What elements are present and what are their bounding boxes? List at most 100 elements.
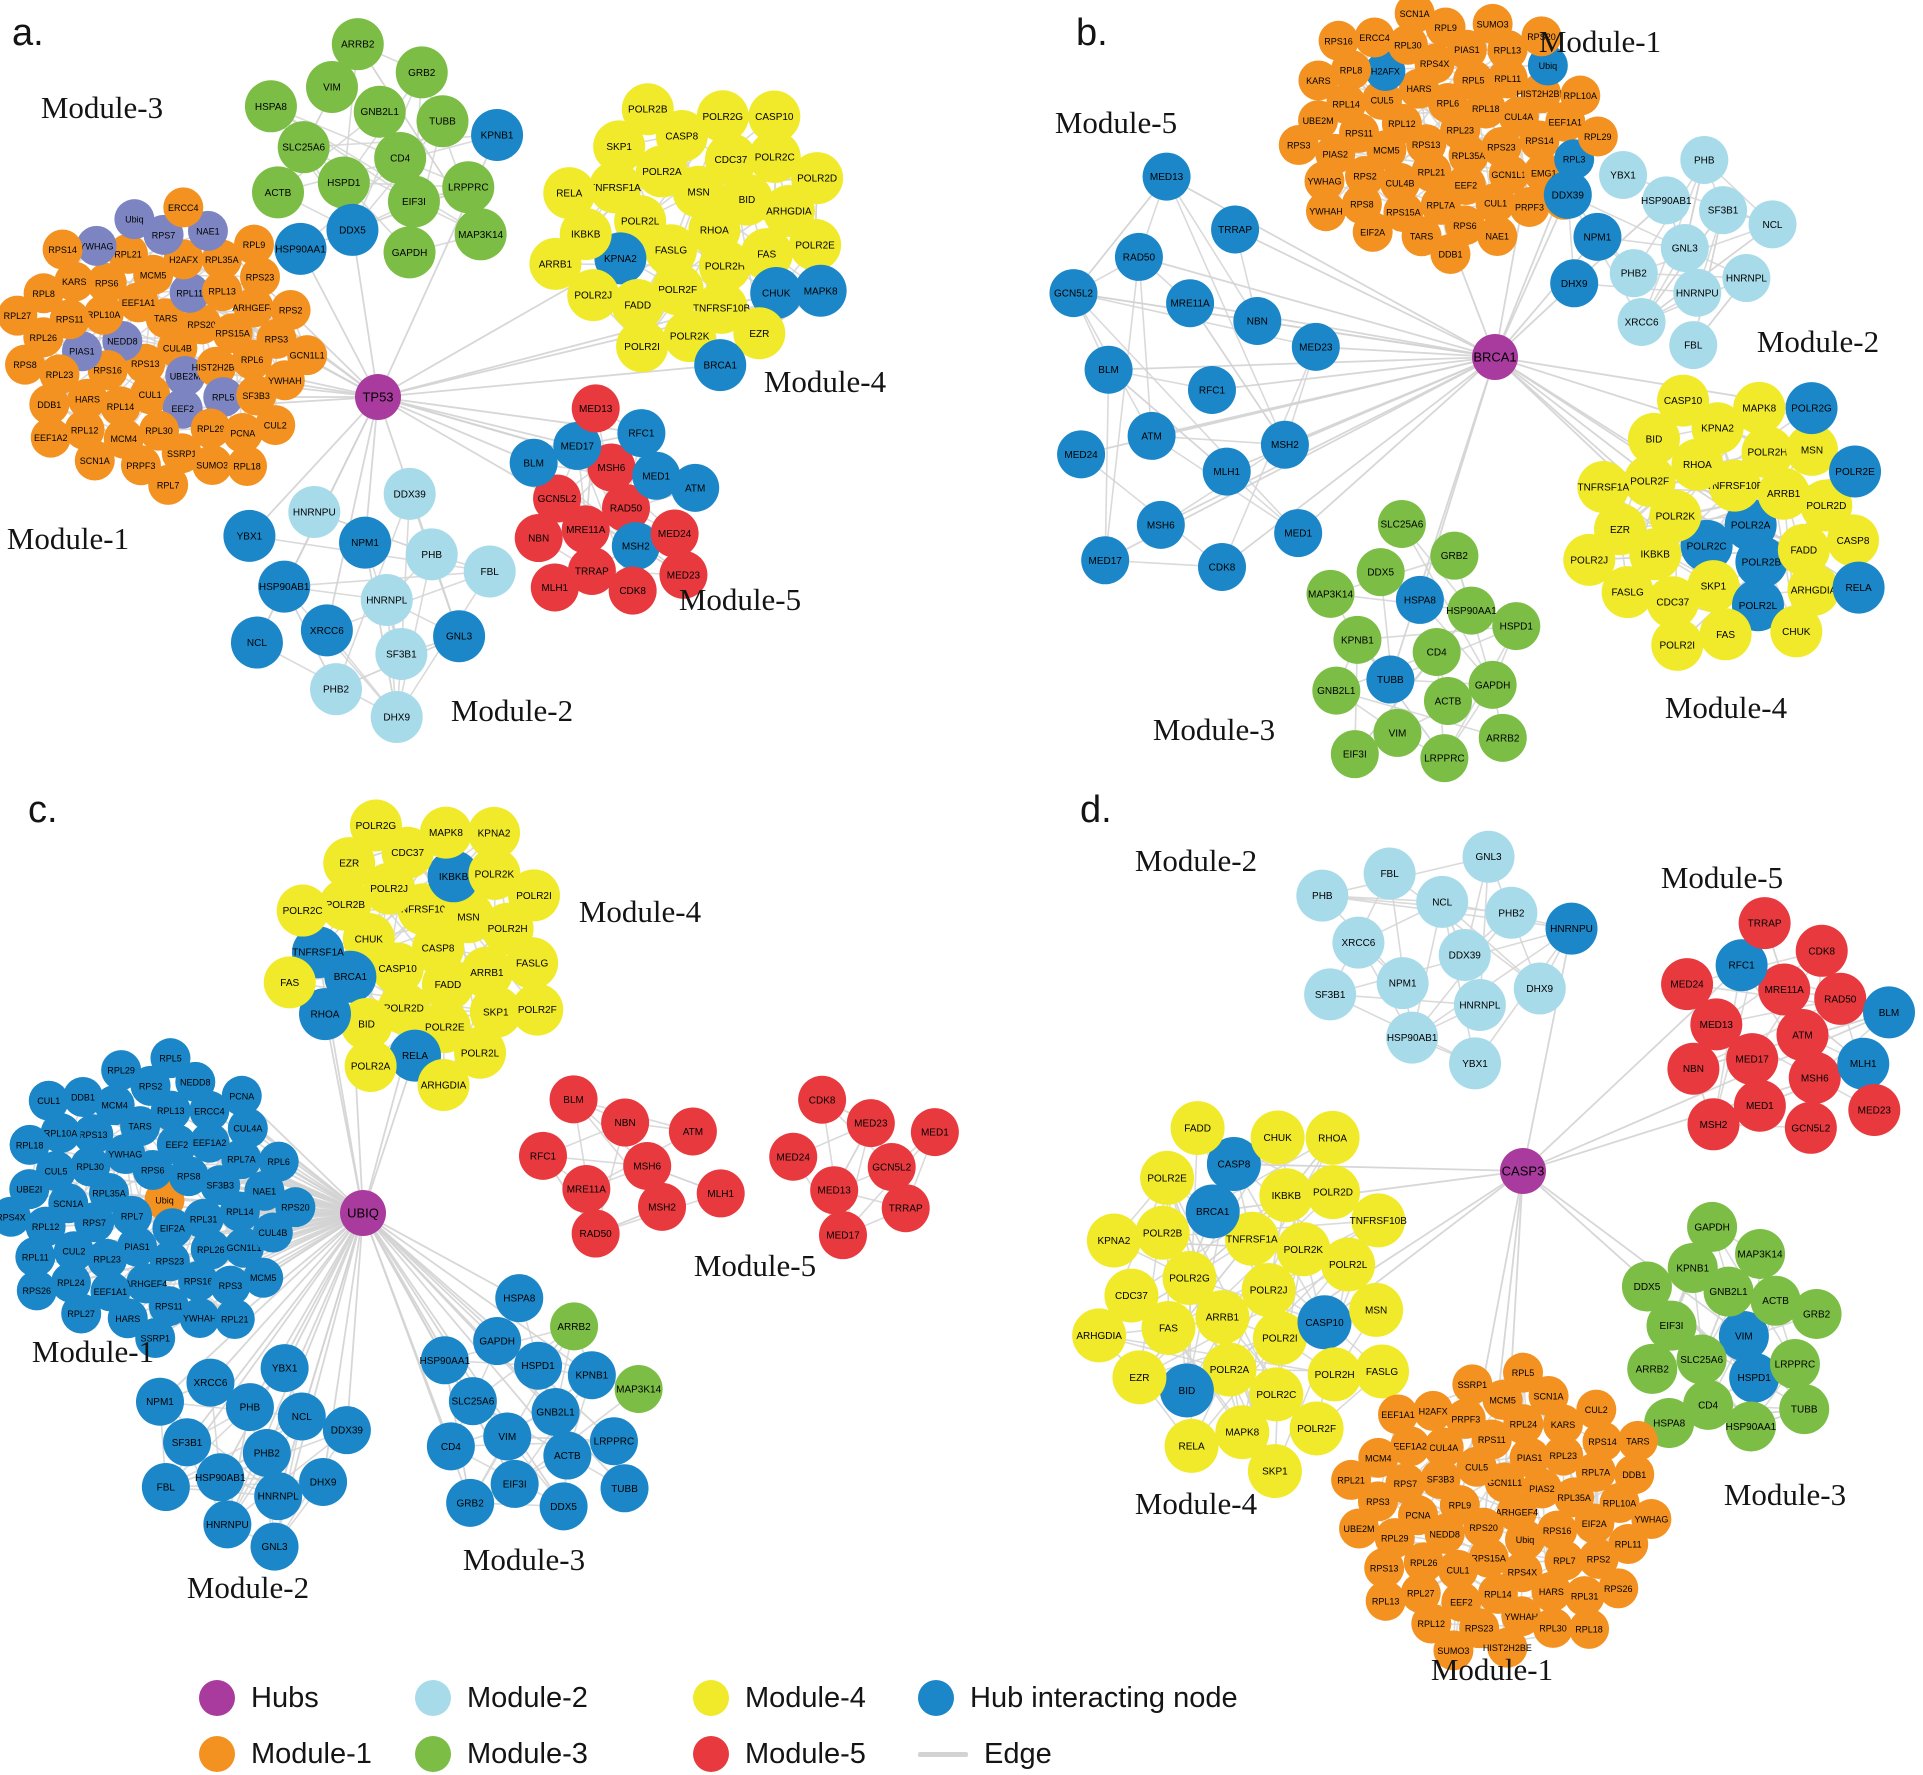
node-MSH6: MSH6 bbox=[1788, 1051, 1841, 1104]
node-label: MSN bbox=[457, 913, 479, 924]
node-GCN5L2: GCN5L2 bbox=[1049, 269, 1098, 318]
node-NBN: NBN bbox=[1667, 1042, 1720, 1095]
node-label: RFC1 bbox=[628, 429, 655, 440]
node-TNFRSF1A: TNFRSF1A bbox=[1577, 460, 1629, 513]
node-label: HNRNPL bbox=[1726, 274, 1768, 285]
node-circle bbox=[1142, 152, 1191, 201]
node-label: HIST2H2BE bbox=[192, 362, 241, 372]
node-circle bbox=[1453, 978, 1506, 1031]
node-label: HSP90AB1 bbox=[1641, 196, 1692, 207]
node-circle bbox=[421, 958, 474, 1011]
node-label: MCM5 bbox=[250, 1273, 277, 1283]
node-circle bbox=[1485, 886, 1538, 939]
node-SLC25A6: SLC25A6 bbox=[277, 121, 330, 174]
node-label: RPL30 bbox=[1539, 1623, 1567, 1633]
node-label: TUBB bbox=[611, 1484, 638, 1495]
node-HSPA8: HSPA8 bbox=[244, 80, 297, 133]
node-KPNA2: KPNA2 bbox=[1691, 402, 1744, 455]
node-circle bbox=[221, 1139, 262, 1180]
node-circle bbox=[1291, 322, 1340, 371]
node-RPL18: RPL18 bbox=[1569, 1608, 1610, 1649]
node-circle bbox=[1627, 412, 1680, 465]
node-label: ERCC4 bbox=[1359, 33, 1390, 43]
node-label: RFC1 bbox=[530, 1151, 557, 1162]
node-label: IKBKB bbox=[1641, 550, 1671, 561]
node-POLR2E: POLR2E bbox=[1140, 1150, 1195, 1205]
node-label: RELA bbox=[1846, 583, 1872, 594]
node-circle bbox=[300, 604, 353, 657]
node-label: BID bbox=[1646, 434, 1663, 445]
node-PHB2: PHB2 bbox=[1485, 886, 1538, 939]
node-circle bbox=[1352, 211, 1393, 252]
node-circle bbox=[114, 199, 155, 240]
node-LRPPRC: LRPPRC bbox=[589, 1417, 638, 1466]
node-circle bbox=[463, 545, 516, 598]
node-label: SF3B3 bbox=[242, 391, 270, 401]
node-circle bbox=[623, 1142, 672, 1190]
node-circle bbox=[1365, 1580, 1406, 1621]
node-label: ACTB bbox=[265, 188, 292, 199]
node-circle bbox=[326, 203, 379, 256]
node-H2AFX: H2AFX bbox=[1365, 50, 1406, 91]
node-label: PRPF3 bbox=[1451, 1414, 1480, 1424]
node-NPM1: NPM1 bbox=[339, 516, 392, 569]
node-circle bbox=[74, 440, 115, 481]
node-label: RPL35A bbox=[1452, 151, 1486, 161]
node-label: ARRB1 bbox=[1767, 489, 1801, 500]
node-circle bbox=[1505, 1519, 1546, 1560]
node-label: TUBB bbox=[429, 117, 456, 128]
node-label: TRRAP bbox=[575, 566, 609, 577]
node-label: PIAS1 bbox=[124, 1242, 150, 1252]
node-POLR2H: POLR2H bbox=[698, 239, 751, 292]
node-circle bbox=[533, 474, 582, 523]
node-label: BRCA1 bbox=[704, 361, 738, 372]
node-label: YWHAG bbox=[1307, 177, 1341, 187]
node-UBE2M: UBE2M bbox=[165, 355, 206, 396]
node-label: HNRNPL bbox=[366, 596, 408, 607]
node-MLH1: MLH1 bbox=[1837, 1037, 1890, 1090]
node-circle bbox=[1365, 50, 1406, 91]
node-MRE11A: MRE11A bbox=[562, 1164, 611, 1213]
node-circle bbox=[867, 1143, 916, 1191]
node-label: GRB2 bbox=[1803, 1309, 1831, 1320]
edge bbox=[1401, 523, 1494, 686]
module-label: Module-4 bbox=[764, 364, 887, 399]
node-label: BLM bbox=[563, 1095, 584, 1106]
node-circle bbox=[1448, 135, 1489, 176]
node-GNB2L1: GNB2L1 bbox=[1703, 1266, 1754, 1317]
node-circle bbox=[25, 1206, 66, 1247]
node-label: RHOA bbox=[1318, 1133, 1347, 1144]
edge bbox=[1379, 572, 1399, 734]
node-DHX9: DHX9 bbox=[1513, 962, 1566, 1015]
node-label: MAP3K14 bbox=[616, 1384, 661, 1395]
node-label: DDX39 bbox=[1552, 190, 1585, 201]
node-RPL8: RPL8 bbox=[23, 273, 64, 314]
node-circle bbox=[1430, 531, 1479, 580]
node-label: CASP8 bbox=[665, 132, 698, 143]
node-CD4: CD4 bbox=[374, 132, 427, 184]
hub-edge bbox=[1494, 194, 1569, 358]
node-circle bbox=[317, 156, 370, 209]
node-circle bbox=[1715, 939, 1768, 992]
node-circle bbox=[1331, 1459, 1372, 1500]
node-circle bbox=[638, 1182, 687, 1231]
node-label: DHX9 bbox=[1561, 279, 1588, 290]
node-circle bbox=[230, 616, 283, 669]
node-BLM: BLM bbox=[509, 438, 558, 487]
node-circle bbox=[0, 1196, 31, 1237]
node-YWHAG: YWHAG bbox=[76, 225, 117, 266]
node-circle bbox=[1274, 509, 1323, 558]
hub-edge bbox=[1315, 345, 1496, 358]
node-label: PRPF3 bbox=[1515, 202, 1544, 212]
node-RPL7A: RPL7A bbox=[221, 1139, 262, 1180]
node-FBL: FBL bbox=[1363, 847, 1416, 900]
node-label: ATM bbox=[685, 483, 705, 494]
node-label: HNRNPL bbox=[1459, 1000, 1501, 1011]
node-label: LRPPRC bbox=[1775, 1359, 1816, 1370]
node-label: RPL23 bbox=[1446, 126, 1474, 136]
node-label: SUMO3 bbox=[1437, 1646, 1469, 1656]
node-RPL11: RPL11 bbox=[1487, 58, 1528, 99]
node-CDC37: CDC37 bbox=[1646, 576, 1699, 629]
node-RPS4X: RPS4X bbox=[0, 1196, 31, 1237]
node-label: HNRNPU bbox=[293, 508, 336, 519]
